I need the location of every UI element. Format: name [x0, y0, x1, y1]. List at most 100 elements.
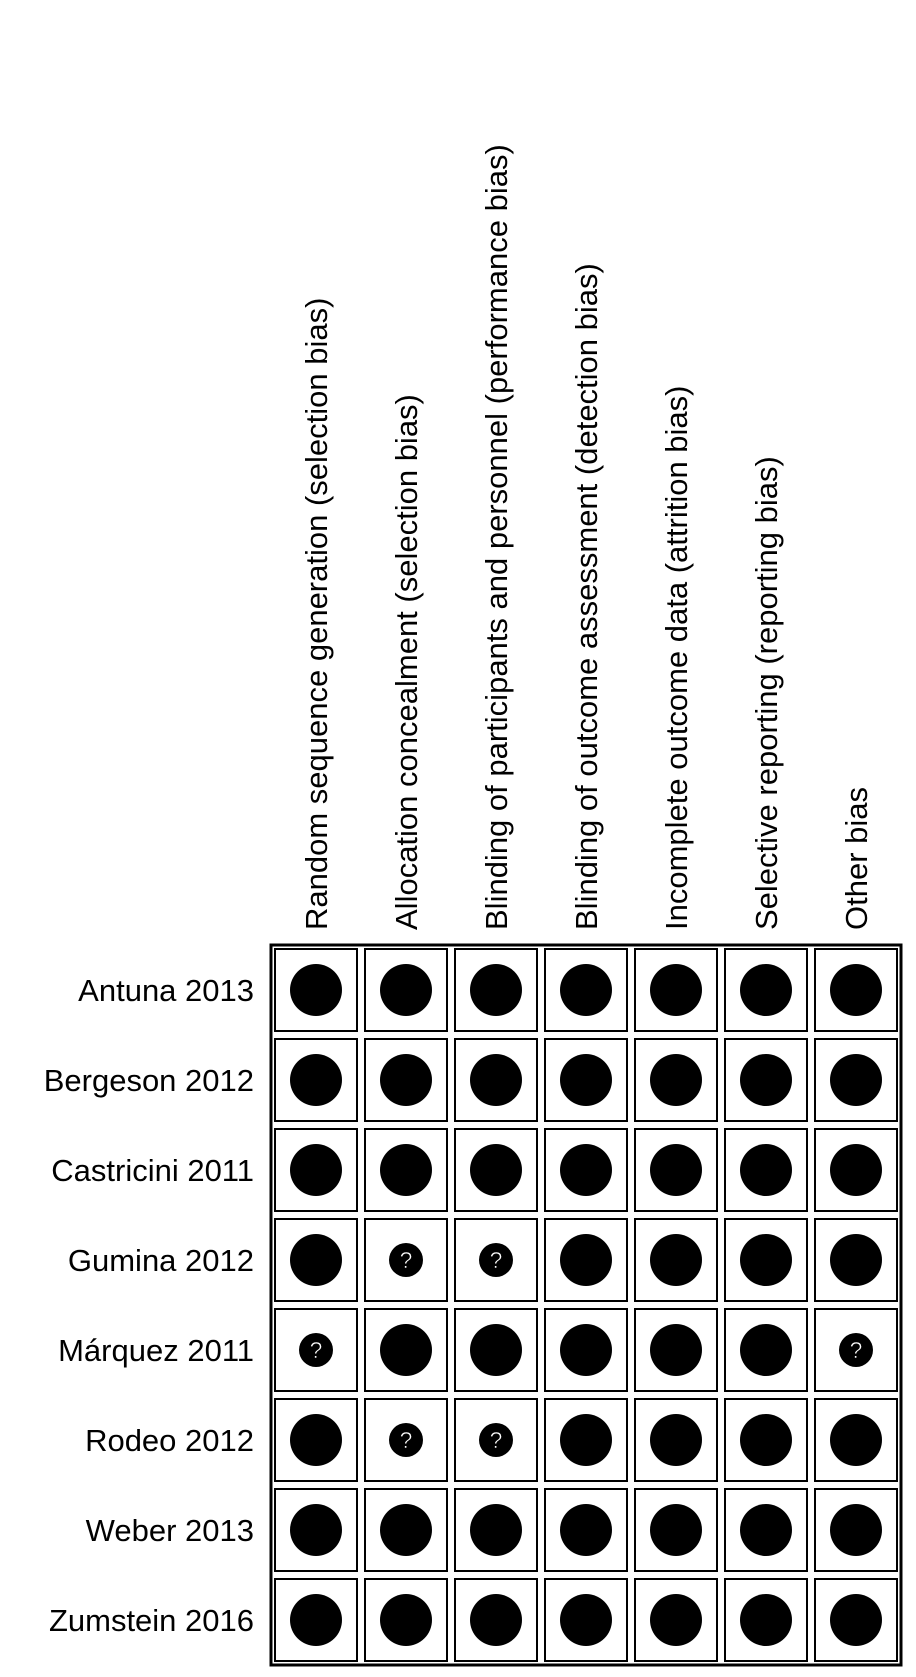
grid-cell	[544, 1038, 628, 1122]
grid-cell	[724, 1038, 808, 1122]
mark-low	[650, 1234, 702, 1286]
mark-unclear-symbol: ?	[850, 1337, 863, 1363]
grid-cell	[544, 1578, 628, 1662]
grid-cell	[544, 1218, 628, 1302]
row-label-4: Gumina 2012	[68, 1243, 254, 1278]
grid-cell	[634, 1398, 718, 1482]
mark-low	[650, 1144, 702, 1196]
grid-cell	[454, 1578, 538, 1662]
mark-low	[740, 1144, 792, 1196]
mark-unclear: ?	[389, 1243, 423, 1277]
mark-unclear-dot	[299, 1333, 333, 1367]
mark-low	[650, 1414, 702, 1466]
grid-cell	[274, 1038, 358, 1122]
mark-unclear-dot	[389, 1423, 423, 1457]
mark-low	[650, 964, 702, 1016]
column-header-1: Random sequence generation (selection bi…	[299, 298, 334, 930]
mark-low	[290, 1504, 342, 1556]
mark-low	[650, 1054, 702, 1106]
mark-low	[650, 1594, 702, 1646]
grid-cell	[814, 1398, 898, 1482]
mark-low	[830, 1054, 882, 1106]
mark-low	[470, 1324, 522, 1376]
mark-low	[830, 1414, 882, 1466]
grid-cell	[454, 1128, 538, 1212]
mark-low	[380, 1324, 432, 1376]
mark-low	[380, 1054, 432, 1106]
column-headers: Random sequence generation (selection bi…	[299, 144, 874, 930]
mark-unclear-symbol: ?	[400, 1427, 413, 1453]
mark-unclear-dot	[389, 1243, 423, 1277]
mark-unclear-symbol: ?	[400, 1247, 413, 1273]
grid-cell	[724, 1308, 808, 1392]
mark-low	[830, 1144, 882, 1196]
mark-low	[740, 1504, 792, 1556]
grid-cell	[364, 1578, 448, 1662]
mark-low	[290, 1054, 342, 1106]
row-labels: Antuna 2013 Bergeson 2012 Castricini 2011 G…	[44, 973, 254, 1638]
mark-low	[740, 1414, 792, 1466]
mark-low	[740, 1324, 792, 1376]
mark-low	[560, 1594, 612, 1646]
grid-cell	[814, 1128, 898, 1212]
grid-cell	[724, 1488, 808, 1572]
mark-unclear-symbol: ?	[490, 1427, 503, 1453]
row-label-5: Márquez 2011	[58, 1333, 254, 1368]
mark-low	[380, 1594, 432, 1646]
grid-cell	[634, 1578, 718, 1662]
grid-cell	[634, 1218, 718, 1302]
grid-cell	[724, 1578, 808, 1662]
mark-low	[290, 1414, 342, 1466]
grid-cell	[454, 1038, 538, 1122]
mark-low	[470, 1594, 522, 1646]
grid-cell	[364, 1128, 448, 1212]
row-label-3: Castricini 2011	[51, 1153, 254, 1188]
mark-low	[830, 1234, 882, 1286]
grid-cell	[364, 1038, 448, 1122]
grid-cell	[634, 1038, 718, 1122]
mark-unclear: ?	[299, 1333, 333, 1367]
grid-cell	[454, 1488, 538, 1572]
grid-cell	[544, 1128, 628, 1212]
mark-low	[740, 1054, 792, 1106]
mark-low	[380, 964, 432, 1016]
grid-cell	[724, 1398, 808, 1482]
mark-unclear-dot	[479, 1243, 513, 1277]
mark-low	[290, 964, 342, 1016]
grid-cell	[814, 1488, 898, 1572]
grid-cell	[274, 1398, 358, 1482]
grid-cell	[364, 1398, 448, 1482]
grid	[269, 943, 903, 1667]
mark-low	[290, 1234, 342, 1286]
grid-cell	[454, 1218, 538, 1302]
mark-low	[380, 1144, 432, 1196]
mark-unclear: ?	[389, 1423, 423, 1457]
mark-unclear: ?	[479, 1243, 513, 1277]
column-header-5: Incomplete outcome data (attrition bias)	[659, 386, 694, 931]
column-header-6: Selective reporting (reporting bias)	[749, 456, 784, 930]
grid-cell	[814, 1578, 898, 1662]
grid-cell	[634, 1128, 718, 1212]
mark-low	[830, 964, 882, 1016]
mark-unclear-dot	[479, 1423, 513, 1457]
column-header-2: Allocation concealment (selection bias)	[389, 394, 424, 930]
grid-cell	[274, 948, 358, 1032]
judgement-marks: ??????	[290, 964, 882, 1646]
grid-cell	[724, 1128, 808, 1212]
mark-low	[470, 964, 522, 1016]
grid-cell	[814, 1308, 898, 1392]
mark-low	[470, 1504, 522, 1556]
grid-cell	[724, 1218, 808, 1302]
mark-low	[290, 1594, 342, 1646]
mark-low	[560, 1054, 612, 1106]
grid-cell	[544, 1398, 628, 1482]
grid-cell	[634, 1488, 718, 1572]
grid-cell	[274, 1578, 358, 1662]
mark-low	[470, 1054, 522, 1106]
row-label-1: Antuna 2013	[78, 973, 254, 1008]
mark-low	[740, 1594, 792, 1646]
grid-cell	[364, 1218, 448, 1302]
grid-cell	[454, 948, 538, 1032]
mark-low	[560, 1414, 612, 1466]
